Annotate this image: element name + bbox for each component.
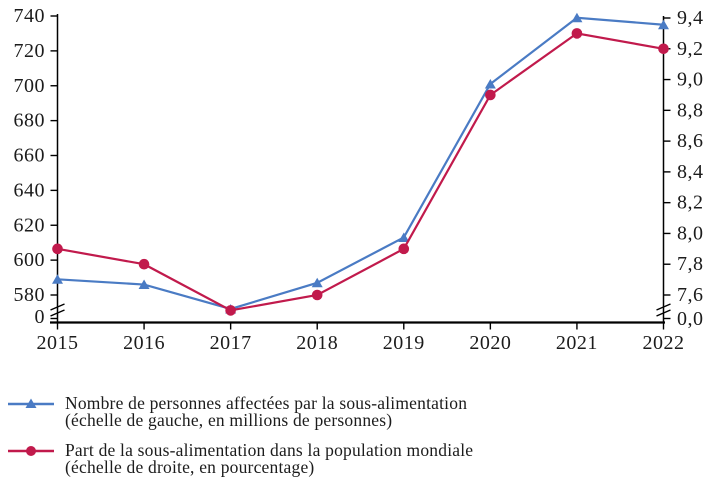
series-line-1: [57, 32, 664, 312]
data-point-triangle: [398, 232, 410, 242]
series-line-0: [57, 16, 664, 311]
legend-item-undernourished-count: Nombre de personnes affectées par la sou…: [6, 393, 706, 430]
legend-text-undernourished-count: Nombre de personnes affectées par la sou…: [65, 393, 468, 430]
left-axis-tick-label: 700: [14, 75, 46, 97]
right-axis-tick-label: 9,0: [677, 69, 704, 91]
data-point-circle: [571, 28, 583, 39]
legend-line1: Nombre de personnes affectées par la sou…: [65, 393, 468, 413]
legend-text-undernourishment-share: Part de la sous-alimentation dans la pop…: [65, 440, 474, 477]
right-axis-tick-label: 9,2: [677, 38, 704, 60]
x-axis-tick-label: 2020: [469, 332, 511, 354]
left-axis-tick-label: 660: [14, 145, 46, 167]
right-axis-tick-label: 7,8: [677, 253, 704, 275]
legend-marker-triangle: [25, 398, 37, 408]
left-axis-tick-label: 740: [14, 5, 46, 27]
right-axis-break-mark: [656, 309, 671, 317]
data-point-triangle: [311, 277, 323, 288]
data-point-circle: [225, 305, 236, 316]
data-point-circle: [485, 89, 496, 101]
data-point-triangle: [658, 19, 669, 30]
data-point-triangle: [571, 12, 583, 23]
left-axis-zero-label: 0: [35, 306, 46, 328]
x-axis-tick-label: 2022: [643, 332, 685, 354]
legend-marker-circle: [26, 446, 36, 456]
red-circle-legend-marker: [8, 446, 54, 456]
legend-line2: (échelle de gauche, en millions de perso…: [65, 410, 393, 430]
right-axis-tick-label: 9,4: [677, 7, 704, 29]
data-point-circle: [398, 243, 410, 255]
data-point-triangle: [52, 274, 63, 284]
data-point-circle: [658, 43, 669, 55]
chart-legend: Nombre de personnes affectées par la sou…: [6, 393, 706, 489]
x-axis-tick-label: 2019: [383, 332, 425, 354]
data-point-circle: [52, 243, 63, 255]
dual-axis-line-chart: 740 720 700 680 660 640 620 600 580 0 9,4 9,2 9,0 8,8…: [14, 5, 704, 354]
left-axis-break-mark: [50, 309, 65, 317]
legend-item-undernourishment-share: Part de la sous-alimentation dans la pop…: [6, 440, 706, 477]
x-axis-tick-label: 2021: [556, 332, 598, 354]
left-axis-tick-label: 620: [14, 214, 46, 236]
left-axis-break-mark: [50, 303, 65, 311]
left-axis-tick-label: 720: [14, 40, 46, 62]
left-axis-tick-label: 580: [14, 284, 46, 306]
legend-line1: Part de la sous-alimentation dans la pop…: [65, 440, 474, 460]
blue-triangle-legend-marker: [8, 398, 54, 408]
x-axis-tick-label: 2016: [123, 332, 165, 354]
right-axis-tick-label: 8,0: [677, 222, 704, 244]
right-axis-break-mark: [656, 303, 671, 311]
data-point-circle: [311, 289, 323, 301]
legend-line2: (échelle de droite, en pourcentage): [65, 457, 315, 477]
right-axis-zero-label: 0,0: [677, 308, 704, 330]
left-axis-tick-label: 600: [14, 249, 46, 271]
data-point-triangle: [138, 279, 150, 290]
left-axis-tick-label: 640: [14, 179, 46, 201]
right-axis-tick-label: 8,6: [677, 130, 704, 152]
x-axis-tick-label: 2017: [210, 332, 252, 354]
right-axis-tick-label: 8,2: [677, 192, 704, 214]
right-axis-tick-label: 8,4: [677, 161, 704, 183]
left-axis-tick-label: 680: [14, 110, 46, 132]
right-axis-tick-label: 8,8: [677, 99, 704, 121]
data-point-triangle: [484, 79, 496, 89]
right-axis-tick-label: 7,6: [677, 284, 704, 306]
x-axis-tick-label: 2015: [37, 332, 79, 354]
x-axis-tick-label: 2018: [296, 332, 338, 354]
data-point-circle: [138, 258, 150, 270]
